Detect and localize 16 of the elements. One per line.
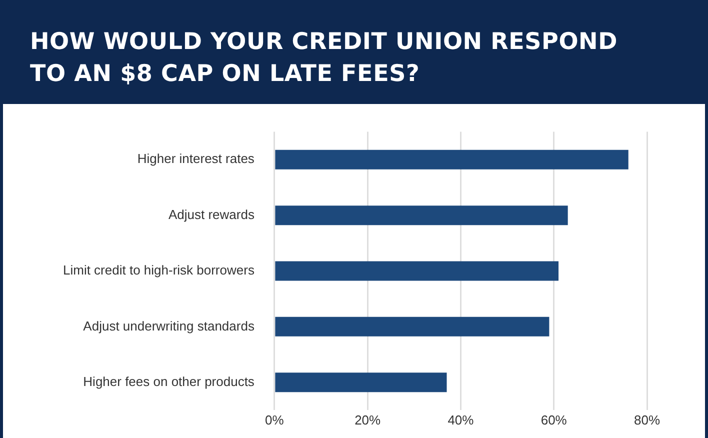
- x-tick-label: 80%: [634, 412, 660, 428]
- x-tick-label: 60%: [540, 412, 568, 428]
- bar: [275, 372, 447, 392]
- x-tick-label: 40%: [448, 412, 474, 428]
- bar: [275, 150, 628, 170]
- x-tick-label: 0%: [265, 412, 284, 428]
- y-tick-label: Limit credit to high-risk borrowers: [62, 262, 255, 278]
- chart-title: HOW WOULD YOUR CREDIT UNION RESPOND TO AN $8 CAP ON LATE FEES?: [0, 0, 708, 104]
- bar: [275, 261, 559, 281]
- y-tick-label: Higher fees on other products: [83, 374, 255, 389]
- y-tick-label: Adjust underwriting standards: [83, 318, 255, 334]
- y-tick-label: Higher interest rates: [137, 151, 255, 166]
- bar: [275, 206, 568, 226]
- x-tick-label: 20%: [354, 412, 382, 428]
- y-tick-label: Adjust rewards: [168, 206, 255, 222]
- bar: [275, 316, 550, 336]
